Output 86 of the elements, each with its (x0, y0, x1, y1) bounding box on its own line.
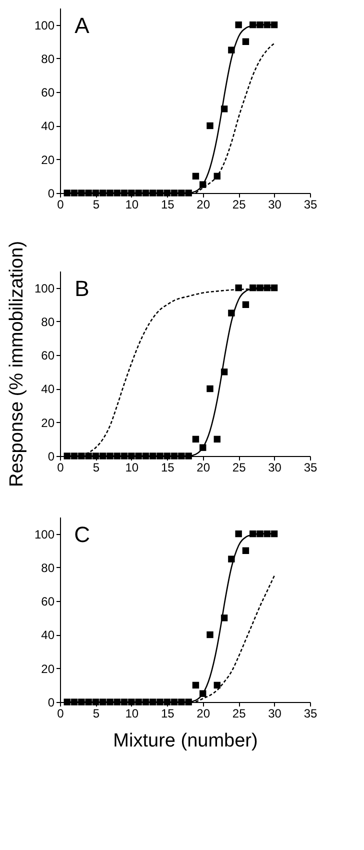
point (235, 21, 242, 28)
x-tick-label: 35 (304, 460, 318, 474)
x-tick-label: 35 (304, 706, 318, 720)
point (128, 698, 135, 706)
point (206, 385, 214, 392)
x-axis-title: Mixture (number) (113, 730, 258, 752)
point (135, 452, 142, 460)
point (192, 172, 200, 180)
point (156, 698, 164, 706)
y-tick-label: 40 (41, 628, 55, 642)
point (178, 698, 185, 706)
x-tick-label: 25 (232, 198, 246, 212)
y-axis-title: Response (% immobilization) (6, 240, 28, 488)
point (85, 190, 92, 196)
y-tick-label: 20 (41, 662, 55, 676)
y-tick-label: 60 (41, 86, 55, 100)
annotation: C (74, 522, 90, 547)
x-tick-label: 20 (196, 706, 210, 720)
point (156, 452, 164, 460)
point (242, 38, 250, 45)
y-tick-label: 0 (48, 696, 55, 710)
y-tick-label: 40 (41, 382, 55, 396)
y-tick-label: 80 (41, 52, 55, 66)
point (64, 452, 70, 460)
x-tick-label: 15 (160, 706, 175, 720)
point (206, 122, 214, 130)
point (156, 190, 164, 196)
point (206, 631, 214, 638)
annotation: A (74, 13, 90, 38)
point (128, 190, 135, 196)
point (106, 698, 114, 706)
y-tick-label: 40 (41, 119, 55, 134)
point (128, 452, 135, 460)
x-tick-label: 5 (92, 706, 100, 720)
x-tick-label: 30 (268, 460, 282, 474)
point (106, 190, 114, 196)
x-tick-label: 25 (232, 460, 246, 474)
x-tick-label: 5 (92, 460, 100, 474)
y-tick-label: 100 (34, 281, 55, 296)
point (214, 682, 220, 689)
y-tick-label: 60 (41, 594, 55, 609)
x-tick-label: 15 (160, 460, 175, 474)
point (85, 698, 92, 706)
x-tick-label: 35 (304, 198, 318, 212)
point (235, 284, 242, 292)
y-tick-label: 0 (48, 450, 55, 464)
point (78, 698, 85, 706)
x-tick-label: 0 (57, 198, 64, 212)
point (135, 698, 142, 706)
x-tick-label: 0 (57, 460, 64, 474)
annotation: B (74, 276, 90, 301)
x-tick-label: 25 (232, 706, 246, 720)
y-tick-label: 100 (34, 527, 55, 542)
point (64, 698, 70, 706)
x-tick-label: 20 (196, 460, 210, 474)
y-tick-label: 20 (41, 416, 55, 430)
point (135, 190, 142, 196)
y-tick-label: 80 (41, 560, 55, 575)
x-tick-label: 20 (196, 198, 210, 212)
y-tick-label: 20 (41, 152, 55, 167)
x-tick-label: 15 (160, 198, 175, 212)
y-tick-label: 60 (41, 348, 55, 363)
point (185, 190, 192, 196)
point (242, 301, 250, 308)
point (235, 530, 242, 538)
x-tick-label: 30 (268, 706, 282, 720)
y-tick-label: 0 (48, 186, 55, 200)
point (178, 452, 185, 460)
x-tick-label: 0 (57, 706, 64, 720)
y-tick-label: 100 (34, 18, 55, 32)
point (178, 190, 185, 196)
x-tick-label: 30 (268, 198, 282, 212)
point (185, 452, 192, 460)
point (192, 436, 200, 443)
x-tick-label: 10 (125, 198, 139, 212)
point (78, 190, 85, 196)
point (242, 547, 250, 554)
point (214, 436, 220, 443)
point (192, 682, 200, 689)
x-tick-label: 10 (125, 460, 139, 474)
y-tick-label: 80 (41, 314, 55, 329)
x-tick-label: 5 (92, 198, 100, 212)
point (185, 698, 192, 706)
point (64, 190, 70, 196)
x-tick-label: 10 (125, 706, 139, 720)
point (106, 452, 114, 460)
